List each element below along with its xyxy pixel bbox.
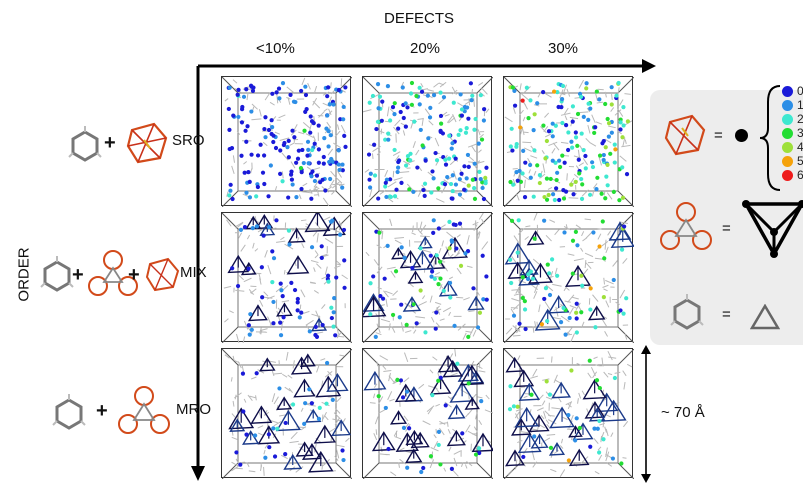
cell-sro-30 xyxy=(503,76,633,206)
node-dot xyxy=(735,129,748,142)
order-axis-title: ORDER xyxy=(16,247,33,301)
legend-num-1: 1 xyxy=(797,98,803,112)
legend-num-2: 2 xyxy=(797,112,803,126)
cell-art xyxy=(222,349,352,479)
scale-bar-label: ~ 70 Å xyxy=(661,404,705,421)
cell-art xyxy=(363,213,493,343)
plus-sign-row3: + xyxy=(96,400,108,423)
cell-art xyxy=(504,77,634,207)
legend-num-4: 4 xyxy=(797,140,803,154)
tetrahedron-node-icon xyxy=(742,198,803,258)
legend-equals-3: = xyxy=(722,306,731,323)
cage-legend-icon xyxy=(658,200,714,256)
brace-icon xyxy=(758,82,784,194)
row-label-mix: MIX xyxy=(180,264,207,281)
plus-sign-row2a: + xyxy=(72,264,84,287)
cell-art xyxy=(363,349,493,479)
cell-art xyxy=(504,349,634,479)
cluster-icon-row2 xyxy=(144,254,182,296)
cell-art xyxy=(222,77,352,207)
cell-mix-30 xyxy=(503,212,633,342)
triangle-node-icon xyxy=(750,304,780,330)
legend-swatch-4 xyxy=(782,142,793,153)
legend-num-6: 6 xyxy=(797,168,803,182)
legend-equals-2: = xyxy=(722,220,731,237)
cell-sro-lt10 xyxy=(221,76,351,206)
legend-swatch-3 xyxy=(782,128,793,139)
cell-mro-30 xyxy=(503,348,633,478)
cell-mro-lt10 xyxy=(221,348,351,478)
linker-icon-row2 xyxy=(40,254,74,294)
legend-swatch-5 xyxy=(782,156,793,167)
legend-num-5: 5 xyxy=(797,154,803,168)
legend-num-0: 0 xyxy=(797,84,803,98)
legend-panel: = 0 1 2 3 4 5 6 = = xyxy=(650,90,803,345)
cell-sro-20 xyxy=(362,76,492,206)
legend-num-3: 3 xyxy=(797,126,803,140)
legend-swatch-6 xyxy=(782,170,793,181)
cell-mro-20 xyxy=(362,348,492,478)
cell-mix-lt10 xyxy=(221,212,351,342)
linker-legend-icon xyxy=(670,292,704,332)
cell-mix-20 xyxy=(362,212,492,342)
legend-swatch-2 xyxy=(782,114,793,125)
scale-bar xyxy=(636,344,656,484)
legend-equals-1: = xyxy=(714,127,723,144)
cell-art xyxy=(504,213,634,343)
cluster-legend-icon xyxy=(662,110,708,160)
legend-swatch-1 xyxy=(782,100,793,111)
plus-sign-row2b: + xyxy=(128,264,140,287)
legend-swatch-0 xyxy=(782,86,793,97)
cluster-icon-row1 xyxy=(124,118,170,168)
cage-icon-row3 xyxy=(116,384,172,440)
plus-sign-row1: + xyxy=(104,132,116,155)
cell-art xyxy=(222,213,352,343)
row-label-sro: SRO xyxy=(172,132,205,149)
cell-art xyxy=(363,77,493,207)
linker-icon-row3 xyxy=(52,392,86,432)
linker-icon-row1 xyxy=(68,124,102,164)
row-label-mro: MRO xyxy=(176,401,211,418)
